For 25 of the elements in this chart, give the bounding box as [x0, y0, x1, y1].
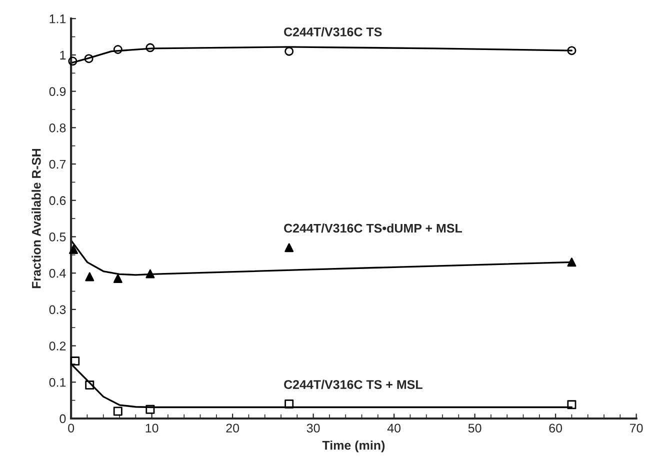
- y-tick-label: 0.5: [49, 232, 66, 242]
- y-tick-label: 0.6: [49, 196, 66, 206]
- y-tick-label: 0.2: [49, 342, 66, 350]
- x-tick-label: 50: [468, 424, 482, 433]
- x-tick-label: 40: [387, 424, 401, 433]
- y-tick-label: 1.1: [50, 14, 66, 24]
- x-tick-label: 0: [68, 424, 74, 433]
- y-axis-title: Fraction Available R-SH: [32, 149, 41, 288]
- x-tick-label: 20: [226, 424, 240, 433]
- series-label: C244T/V316C TS: [284, 27, 382, 36]
- x-tick-label: 70: [630, 424, 643, 433]
- y-tick-label: 0.7: [49, 160, 66, 169]
- x-tick-label: 60: [549, 424, 562, 433]
- y-tick-label: 0.1: [49, 378, 66, 387]
- y-tick-label: 1: [60, 50, 66, 60]
- y-tick-label: 0.9: [49, 87, 66, 96]
- series-label: C244T/V316C TS + MSL: [284, 380, 422, 390]
- x-tick-label: 30: [306, 424, 320, 433]
- y-tick-label: 0: [60, 414, 66, 424]
- y-tick-label: 0.8: [49, 123, 66, 132]
- series-label: C244T/V316C TS•dUMP + MSL: [284, 223, 462, 233]
- y-tick-label: 0.4: [49, 268, 66, 278]
- x-tick-label: 10: [146, 424, 158, 433]
- y-tick-label: 0.3: [49, 305, 66, 314]
- x-axis-title: Time (min): [322, 440, 385, 452]
